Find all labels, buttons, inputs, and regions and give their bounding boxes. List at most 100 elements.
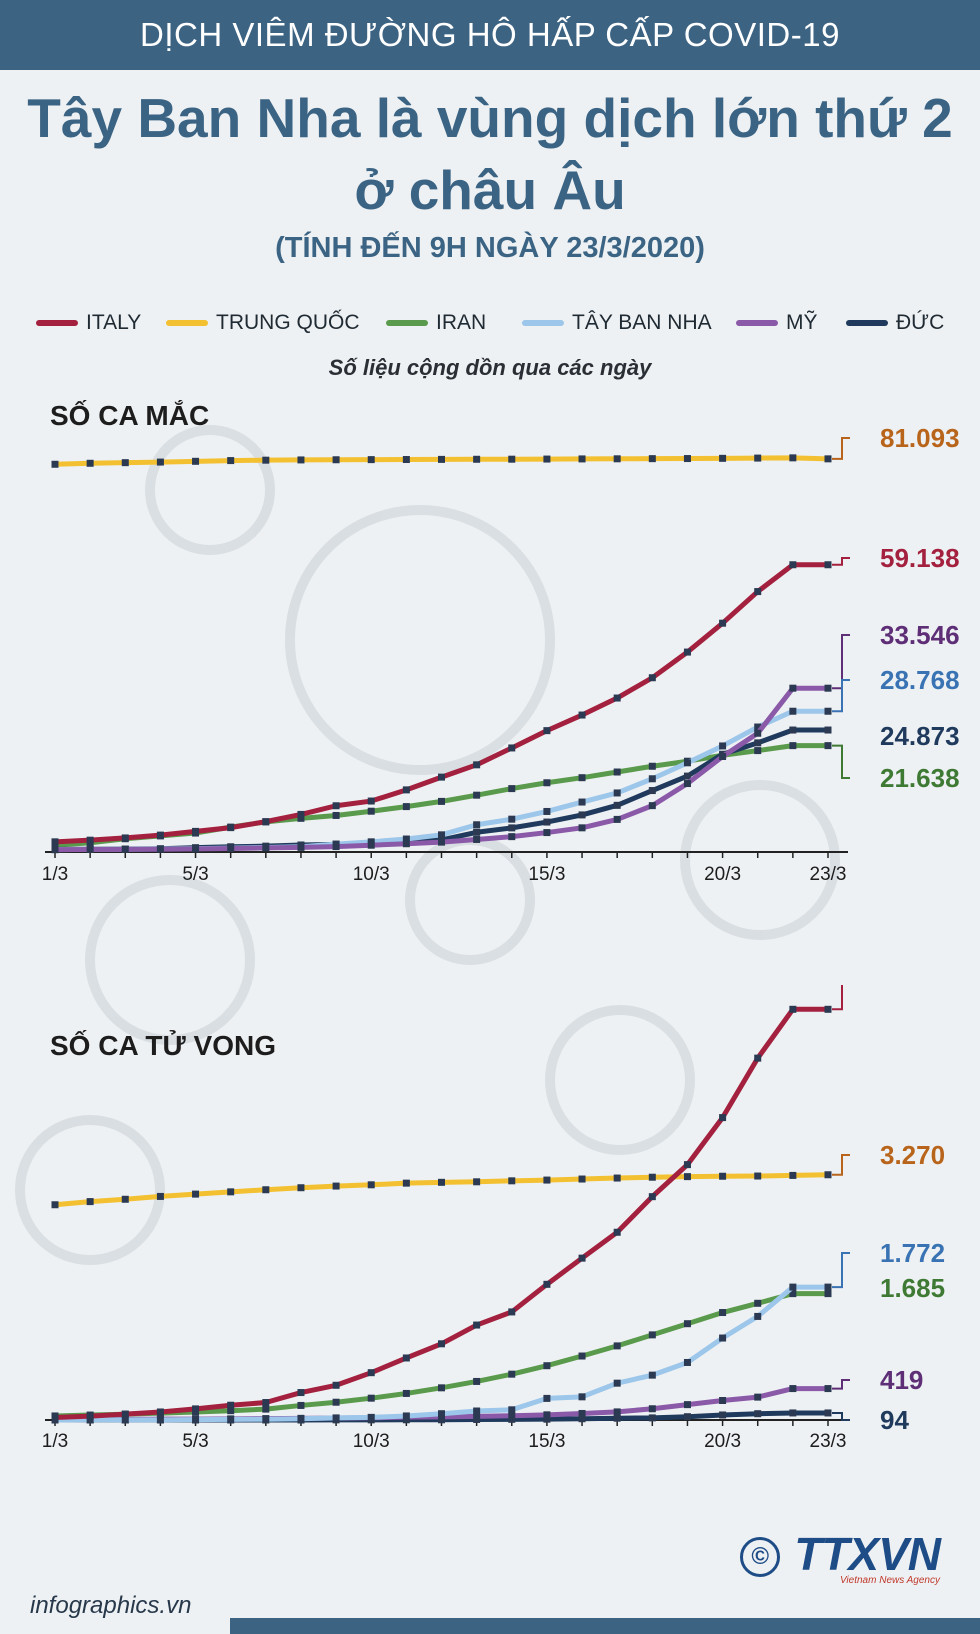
data-point-iran [508,1370,516,1378]
data-point-italy [578,1254,586,1262]
data-point-iran [402,1389,410,1397]
data-point-italy [156,1408,164,1416]
data-point-tay-ban-nha [719,742,727,750]
data-point-trung-quoc [613,1174,621,1182]
data-point-trung-quoc [473,1178,481,1186]
data-point-my [508,1412,516,1420]
final-value-label-my: 33.546 [880,620,960,650]
series-line-my [54,685,828,853]
legend-item-my: MỸ [736,311,818,335]
label-connector-tay-ban-nha [832,1252,850,1289]
data-point-duc [508,1415,516,1423]
data-point-my [683,1401,691,1409]
data-point-trung-quoc [51,460,59,468]
data-point-italy [367,797,375,805]
data-point-tay-ban-nha [438,831,445,839]
x-tick-label: 10/3 [353,864,390,885]
data-point-tay-ban-nha [789,707,797,715]
data-point-italy [789,1005,797,1013]
data-point-tay-ban-nha [719,1334,727,1342]
x-tick-label: 23/3 [810,864,847,885]
data-point-trung-quoc [51,1201,59,1209]
x-tick-label: 15/3 [528,864,565,885]
data-point-tay-ban-nha [156,1416,164,1424]
data-point-iran [578,1352,586,1360]
data-point-trung-quoc [508,1177,516,1185]
data-point-duc [508,824,516,832]
legend-swatch [36,320,78,326]
legend-swatch [166,320,208,326]
final-value-label-tay-ban-nha: 1.772 [880,1238,945,1268]
data-point-italy [613,694,621,702]
chart-legend: ITALY TRUNG QUỐC IRAN TÂY BAN NHA MỸ ĐỨC [36,311,966,341]
data-point-iran [754,1299,762,1307]
final-value-label-tay-ban-nha: 28.768 [880,665,960,695]
data-point-iran [297,1401,305,1409]
legend-item-duc: ĐỨC [846,311,944,335]
data-point-iran [367,807,375,815]
data-point-italy [297,810,305,818]
data-point-duc [578,1415,586,1423]
data-point-my [613,1408,621,1416]
data-point-italy [473,1321,481,1329]
label-connector-trung-quoc [832,1154,850,1176]
x-tick-label: 23/3 [810,1431,847,1452]
final-value-label-duc: 24.873 [880,721,960,751]
x-tick-label: 20/3 [704,864,741,885]
data-point-trung-quoc [367,1181,375,1189]
data-point-my [719,753,727,761]
final-value-label-trung-quoc: 3.270 [880,1140,945,1170]
data-point-trung-quoc [543,455,551,463]
data-point-my [789,684,797,692]
data-point-duc [578,811,586,819]
data-point-tay-ban-nha [297,1415,305,1423]
data-point-trung-quoc [683,1173,691,1181]
data-point-iran [332,1398,340,1406]
footer: infographics.vn [0,1574,980,1634]
label-connector-italy [832,557,850,566]
data-point-iran [719,1309,727,1317]
data-point-my [543,1411,551,1419]
legend-swatch [846,320,888,326]
ttxvn-logo: © TTXVN Vietnam News Agency [740,1527,941,1586]
data-point-my [262,844,270,852]
data-point-tay-ban-nha [543,807,551,815]
data-point-italy [402,1354,410,1362]
label-connector-trung-quoc [832,437,850,460]
data-point-tay-ban-nha [402,1412,410,1420]
data-point-iran [438,1384,445,1392]
final-value-label-iran: 1.685 [880,1273,945,1303]
legend-item-tay-ban-nha: TÂY BAN NHA [522,311,712,335]
data-point-my [332,843,340,851]
data-point-trung-quoc [438,1178,445,1186]
final-value-label-duc: 94 [880,1405,909,1435]
label-connector-duc [832,1411,850,1421]
data-point-tay-ban-nha [227,1415,235,1423]
data-point-trung-quoc [613,455,621,463]
data-point-tay-ban-nha [543,1394,551,1402]
x-tick-label: 10/3 [353,1431,390,1452]
data-point-italy [402,786,410,794]
data-point-italy [719,619,727,627]
data-point-italy [332,802,340,810]
data-point-iran [543,1362,551,1370]
data-point-trung-quoc [719,1172,727,1180]
data-point-italy [648,674,656,682]
data-point-tay-ban-nha [754,1312,762,1320]
title-line-2: ở châu Âu [354,159,626,221]
data-point-iran [824,742,832,750]
data-point-iran [262,1405,270,1413]
x-tick-label: 1/3 [42,864,68,885]
data-point-tay-ban-nha [402,835,410,843]
data-point-duc [613,1414,621,1422]
data-point-tay-ban-nha [648,775,656,783]
data-point-tay-ban-nha [332,1414,340,1422]
label-connector-tay-ban-nha [832,679,850,713]
data-point-duc [543,1415,551,1423]
data-point-trung-quoc [719,454,727,462]
data-point-duc [613,801,621,809]
data-point-tay-ban-nha [789,1283,797,1291]
label-connector-italy [832,985,843,1011]
data-point-trung-quoc [332,1182,340,1190]
data-point-my [648,802,656,810]
